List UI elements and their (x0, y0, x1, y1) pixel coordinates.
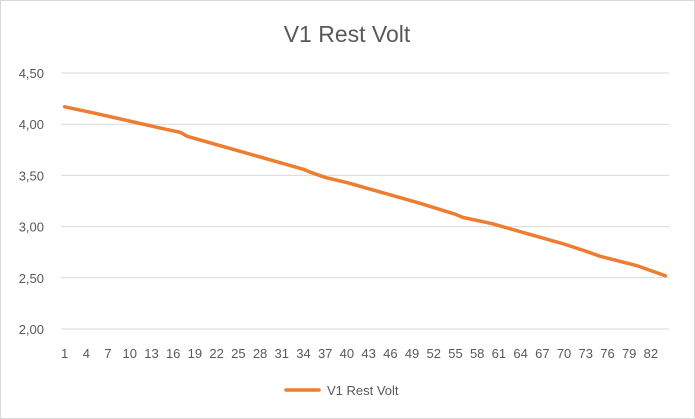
x-tick-label: 82 (644, 346, 658, 361)
x-tick-label: 49 (405, 346, 419, 361)
legend-label-v1-rest-volt: V1 Rest Volt (327, 383, 399, 398)
x-tick-label: 10 (123, 346, 137, 361)
chart-title: V1 Rest Volt (284, 21, 411, 47)
y-tick-label: 2,00 (19, 322, 44, 337)
x-tick-label: 61 (492, 346, 506, 361)
x-tick-label: 19 (188, 346, 202, 361)
x-tick-label: 34 (296, 346, 310, 361)
x-axis-tick-labels: 1 4 7 10 13 16 19 22 25 28 31 34 37 40 43 46 49 52 55 58 61 6… (61, 346, 658, 361)
x-tick-label: 76 (600, 346, 614, 361)
x-tick-label: 55 (448, 346, 462, 361)
x-tick-label: 43 (361, 346, 375, 361)
x-tick-label: 46 (383, 346, 397, 361)
x-tick-label: 7 (104, 346, 111, 361)
x-tick-label: 22 (209, 346, 223, 361)
y-axis-tick-labels: 2,00 2,50 3,00 3,50 4,00 4,50 (19, 66, 44, 337)
x-tick-label: 67 (535, 346, 549, 361)
x-tick-label: 1 (61, 346, 68, 361)
x-tick-label: 28 (253, 346, 267, 361)
plot-series (62, 105, 668, 278)
legend: V1 Rest Volt (284, 383, 399, 398)
x-tick-label: 31 (275, 346, 289, 361)
x-tick-label: 70 (557, 346, 571, 361)
x-tick-label: 64 (513, 346, 527, 361)
x-tick-label: 73 (579, 346, 593, 361)
x-tick-label: 79 (622, 346, 636, 361)
x-tick-label: 4 (83, 346, 90, 361)
series-line-v1-rest-volt (62, 105, 668, 278)
y-tick-label: 2,50 (19, 271, 44, 286)
x-tick-label: 13 (144, 346, 158, 361)
x-tick-label: 52 (427, 346, 441, 361)
x-tick-label: 16 (166, 346, 180, 361)
y-tick-label: 3,50 (19, 168, 44, 183)
x-tick-label: 58 (470, 346, 484, 361)
gridlines (61, 72, 669, 330)
x-tick-label: 25 (231, 346, 245, 361)
x-tick-label: 37 (318, 346, 332, 361)
y-tick-label: 4,00 (19, 117, 44, 132)
y-tick-label: 3,00 (19, 220, 44, 235)
y-tick-label: 4,50 (19, 66, 44, 81)
x-tick-label: 40 (340, 346, 354, 361)
